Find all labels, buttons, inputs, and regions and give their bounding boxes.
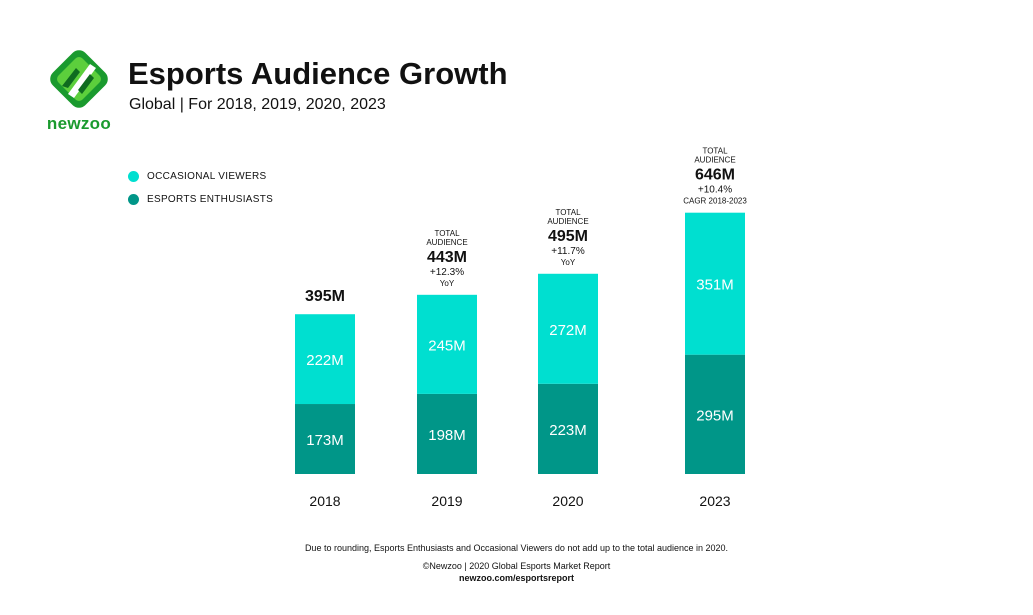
total-value-2023: 646M bbox=[695, 167, 735, 184]
bar-value-label-occasional-viewers-2018: 222M bbox=[306, 352, 344, 369]
rounding-footnote: Due to rounding, Esports Enthusiasts and… bbox=[304, 543, 729, 553]
bar-value-label-esports-enthusiasts-2023: 295M bbox=[696, 407, 734, 424]
total-value-2018: 395M bbox=[305, 288, 345, 305]
newzoo-logo: newzoo bbox=[44, 46, 114, 134]
legend-label-esports-enthusiasts: ESPORTS ENTHUSIASTS bbox=[147, 193, 274, 205]
legend-label-occasional-viewers: OCCASIONAL VIEWERS bbox=[147, 170, 267, 182]
x-tick-label-2020: 2020 bbox=[552, 493, 583, 509]
legend-swatch-esports-enthusiasts bbox=[128, 193, 139, 205]
bar-esports-enthusiasts-2020 bbox=[538, 383, 598, 474]
newzoo-logo-icon bbox=[50, 50, 108, 108]
x-tick-label-2018: 2018 bbox=[309, 493, 340, 509]
bar-occasional-viewers-2019 bbox=[417, 294, 477, 394]
page-title: Esports Audience Growth bbox=[128, 56, 508, 91]
total-heading-line1-2020: TOTAL bbox=[555, 208, 581, 217]
bar-esports-enthusiasts-2019 bbox=[417, 393, 477, 474]
bar-value-label-esports-enthusiasts-2019: 198M bbox=[428, 427, 466, 444]
total-note-2019: YoY bbox=[440, 279, 455, 288]
bar-occasional-viewers-2023 bbox=[685, 212, 745, 355]
bar-value-label-occasional-viewers-2019: 245M bbox=[428, 337, 466, 354]
total-change-2020: +11.7% bbox=[551, 246, 585, 257]
bar-value-label-esports-enthusiasts-2018: 173M bbox=[306, 432, 344, 449]
bar-value-label-occasional-viewers-2020: 272M bbox=[549, 322, 587, 339]
bar-esports-enthusiasts-2023 bbox=[685, 354, 745, 474]
total-heading-line1-2023: TOTAL bbox=[702, 147, 728, 156]
total-change-2019: +12.3% bbox=[430, 267, 464, 278]
total-note-2023: CAGR 2018-2023 bbox=[683, 197, 747, 206]
legend-item-occasional-viewers: OCCASIONAL VIEWERS bbox=[128, 165, 273, 187]
report-url: newzoo.com/esportsreport bbox=[458, 573, 575, 583]
page-subtitle: Global | For 2018, 2019, 2020, 2023 bbox=[129, 96, 386, 113]
total-value-2019: 443M bbox=[427, 249, 467, 266]
total-value-2020: 495M bbox=[548, 228, 588, 245]
legend-swatch-occasional-viewers bbox=[128, 170, 139, 182]
legend-item-esports-enthusiasts: ESPORTS ENTHUSIASTS bbox=[128, 188, 273, 210]
total-heading-line1-2019: TOTAL bbox=[434, 229, 460, 238]
total-heading-line2-2020: AUDIENCE bbox=[547, 217, 588, 226]
total-heading-line2-2023: AUDIENCE bbox=[694, 156, 735, 165]
x-tick-label-2019: 2019 bbox=[431, 493, 462, 509]
total-heading-line2-2019: AUDIENCE bbox=[426, 238, 467, 247]
bar-value-label-occasional-viewers-2023: 351M bbox=[696, 277, 734, 294]
total-change-2023: +10.4% bbox=[698, 185, 732, 196]
bar-value-label-esports-enthusiasts-2020: 223M bbox=[549, 422, 587, 439]
bar-occasional-viewers-2018 bbox=[295, 314, 355, 405]
bar-occasional-viewers-2020 bbox=[538, 273, 598, 384]
chart-legend: OCCASIONAL VIEWERS ESPORTS ENTHUSIASTS bbox=[128, 165, 273, 211]
total-note-2020: YoY bbox=[561, 258, 576, 267]
x-tick-label-2023: 2023 bbox=[699, 493, 730, 509]
source-credit: ©Newzoo | 2020 Global Esports Market Rep… bbox=[422, 561, 611, 571]
bar-esports-enthusiasts-2018 bbox=[295, 404, 355, 474]
brand-name: newzoo bbox=[46, 114, 112, 133]
